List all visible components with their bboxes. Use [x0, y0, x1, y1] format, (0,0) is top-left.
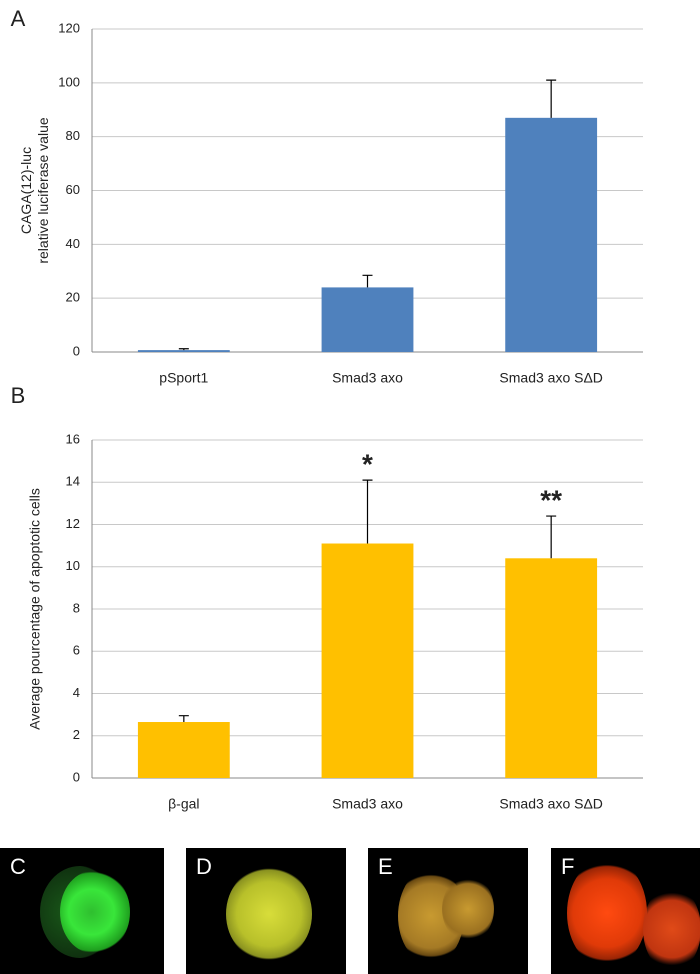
panel-label: E [378, 854, 393, 880]
y-tick-label: 16 [66, 431, 80, 446]
x-tick-label: pSport1 [159, 370, 208, 386]
x-tick-label: Smad3 axo SΔD [499, 370, 603, 386]
error-bar [363, 275, 373, 287]
bar [322, 287, 414, 352]
error-bar [179, 349, 189, 350]
y-axis-label: CAGA(12)-luc [18, 147, 34, 234]
micrograph: E [368, 848, 528, 974]
x-tick-label: Smad3 axo SΔD [499, 796, 603, 812]
x-tick-label: Smad3 axo [332, 796, 403, 812]
micrograph: D [186, 848, 346, 974]
panel-label: C [10, 854, 26, 880]
y-tick-label: 12 [66, 516, 80, 531]
x-tick-label: β-gal [168, 796, 199, 812]
panel-label: A [11, 6, 26, 31]
y-tick-label: 80 [66, 128, 80, 143]
y-tick-label: 20 [66, 290, 80, 305]
y-tick-label: 10 [66, 558, 80, 573]
y-tick-label: 14 [66, 474, 80, 489]
error-bar [363, 480, 373, 543]
panel-label: F [561, 854, 574, 880]
annotation: * [362, 449, 373, 480]
y-tick-label: 100 [58, 74, 80, 89]
bar [505, 558, 597, 778]
bar [138, 722, 230, 778]
y-tick-label: 60 [66, 182, 80, 197]
y-tick-label: 6 [73, 643, 80, 658]
error-bar [179, 716, 189, 722]
y-axis-label: Average pourcentage of apoptotic cells [27, 488, 43, 730]
bar [138, 350, 230, 352]
panel-label: D [196, 854, 212, 880]
y-axis-label: relative luciferase value [35, 117, 51, 264]
y-tick-label: 0 [73, 769, 80, 784]
error-bar [546, 516, 556, 558]
y-tick-label: 0 [73, 343, 80, 358]
y-tick-label: 8 [73, 600, 80, 615]
panel-label: B [11, 383, 26, 408]
figure: A020406080100120CAGA(12)-lucrelative luc… [0, 0, 700, 974]
x-tick-label: Smad3 axo [332, 370, 403, 386]
annotation: ** [540, 484, 562, 515]
micrograph: F [551, 848, 700, 974]
error-bar [546, 80, 556, 118]
y-tick-label: 120 [58, 20, 80, 35]
micrograph: C [0, 848, 164, 974]
y-tick-label: 2 [73, 727, 80, 742]
bar [322, 544, 414, 778]
y-tick-label: 40 [66, 236, 80, 251]
bar [505, 118, 597, 352]
y-tick-label: 4 [73, 685, 80, 700]
